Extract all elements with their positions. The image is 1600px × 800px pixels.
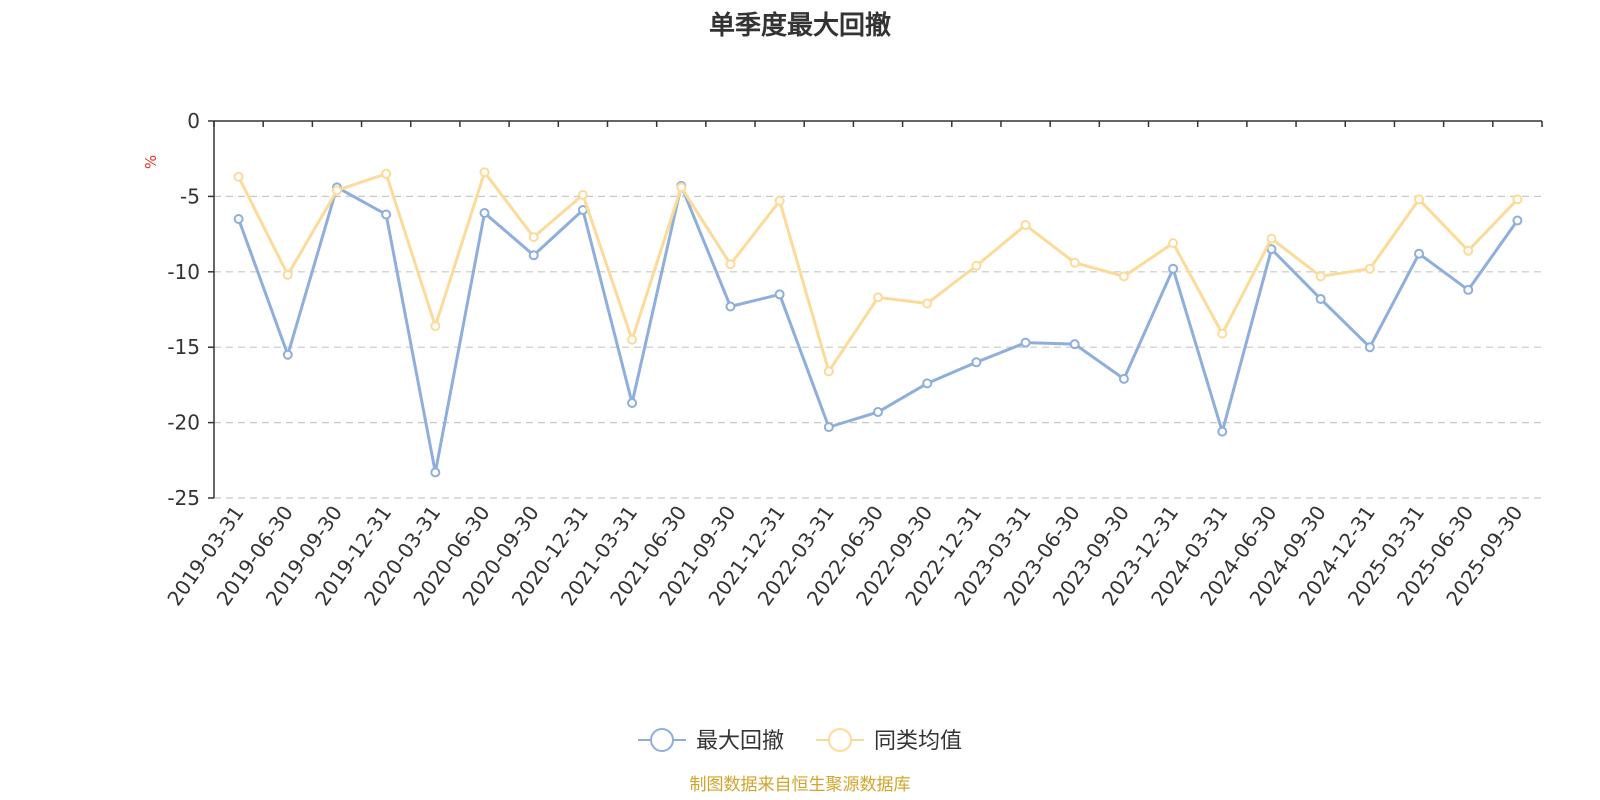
data-point[interactable] [381, 209, 392, 220]
data-point[interactable] [1463, 284, 1474, 295]
y-tick-label: -15 [167, 335, 200, 359]
series-layer [233, 167, 1523, 478]
data-point[interactable] [479, 167, 490, 178]
data-source-note: 制图数据来自恒生聚源数据库 [690, 775, 911, 795]
data-point[interactable] [430, 467, 441, 478]
data-point[interactable] [282, 349, 293, 360]
grid-lines [214, 195, 1542, 499]
data-point[interactable] [873, 292, 883, 303]
data-point[interactable] [725, 301, 736, 312]
data-point[interactable] [823, 422, 834, 433]
data-point[interactable] [1315, 271, 1326, 282]
data-point[interactable] [1266, 233, 1277, 244]
data-point[interactable] [1168, 238, 1179, 249]
data-point[interactable] [577, 189, 588, 200]
legend-label: 最大回撤 [696, 729, 784, 754]
legend-marker-icon [650, 728, 674, 752]
data-point[interactable] [1315, 293, 1326, 304]
legend-item-2[interactable]: 同类均值 [816, 728, 962, 754]
series-1 [233, 180, 1523, 478]
y-tick-label: 0 [187, 109, 200, 133]
data-point[interactable] [331, 185, 342, 196]
data-point[interactable] [774, 195, 785, 206]
data-point[interactable] [1512, 194, 1523, 205]
legend-item-1[interactable]: 最大回撤 [638, 728, 784, 754]
legend-label: 同类均值 [874, 729, 962, 754]
data-point[interactable] [528, 232, 539, 243]
data-point[interactable] [1069, 339, 1080, 350]
data-point[interactable] [627, 397, 638, 408]
data-point[interactable] [479, 207, 490, 218]
data-point[interactable] [725, 259, 736, 270]
data-point[interactable] [1020, 337, 1031, 348]
data-point[interactable] [233, 214, 244, 225]
data-point[interactable] [528, 250, 539, 261]
data-point[interactable] [627, 334, 638, 345]
data-point[interactable] [1168, 263, 1179, 274]
data-point[interactable] [676, 182, 687, 193]
data-point[interactable] [1414, 248, 1425, 259]
data-point[interactable] [1118, 373, 1129, 384]
data-point[interactable] [1020, 220, 1031, 231]
data-point[interactable] [1414, 194, 1425, 205]
data-point[interactable] [430, 321, 441, 332]
series-line [237, 184, 1519, 474]
series-2 [233, 167, 1523, 377]
data-point[interactable] [1463, 245, 1474, 256]
data-point[interactable] [873, 407, 883, 418]
data-point[interactable] [1512, 215, 1523, 226]
legend-marker-icon [828, 728, 852, 752]
data-point[interactable] [922, 378, 933, 389]
y-tick-label: -10 [167, 260, 200, 284]
data-point[interactable] [971, 357, 982, 368]
data-point[interactable] [922, 298, 933, 309]
data-point[interactable] [1364, 342, 1375, 353]
data-point[interactable] [1118, 271, 1129, 282]
data-point[interactable] [1069, 257, 1080, 268]
data-point[interactable] [971, 260, 982, 271]
data-point[interactable] [381, 168, 392, 179]
y-tick-label: -20 [167, 411, 200, 435]
chart-title: 单季度最大回撤 [709, 10, 891, 41]
data-point[interactable] [1217, 328, 1228, 339]
y-tick-label: -25 [167, 486, 200, 510]
y-tick-label: -5 [180, 184, 200, 208]
legend[interactable]: 最大回撤 同类均值 [638, 728, 962, 754]
data-point[interactable] [774, 289, 785, 300]
axes: 0-5-10-15-20-252019-03-312019-06-302019-… [162, 109, 1543, 610]
y-axis-unit-label: % [142, 155, 160, 169]
data-point[interactable] [282, 269, 293, 280]
data-point[interactable] [1364, 263, 1375, 274]
data-point[interactable] [1217, 426, 1228, 437]
data-point[interactable] [823, 366, 834, 377]
data-point[interactable] [233, 171, 244, 182]
